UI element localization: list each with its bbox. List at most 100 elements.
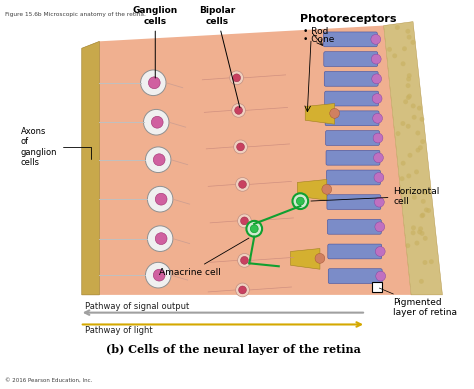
Circle shape xyxy=(392,53,397,58)
Bar xyxy=(372,282,382,292)
Circle shape xyxy=(420,213,425,217)
Circle shape xyxy=(147,186,173,212)
Circle shape xyxy=(148,77,160,89)
Circle shape xyxy=(423,236,428,241)
Circle shape xyxy=(419,213,424,218)
Circle shape xyxy=(155,233,167,245)
Circle shape xyxy=(155,193,167,205)
FancyBboxPatch shape xyxy=(327,170,380,185)
Circle shape xyxy=(417,230,422,235)
Polygon shape xyxy=(82,41,100,295)
FancyBboxPatch shape xyxy=(325,111,379,126)
Text: Pigmented
layer of retina: Pigmented layer of retina xyxy=(379,288,457,317)
Circle shape xyxy=(412,115,417,120)
Circle shape xyxy=(374,197,384,207)
Circle shape xyxy=(414,241,419,245)
Text: • Cone: • Cone xyxy=(303,35,335,44)
Circle shape xyxy=(246,221,262,237)
Circle shape xyxy=(424,207,429,212)
FancyBboxPatch shape xyxy=(328,219,381,234)
Circle shape xyxy=(410,40,415,45)
Circle shape xyxy=(426,208,431,213)
Circle shape xyxy=(416,148,420,152)
Circle shape xyxy=(406,95,411,100)
Circle shape xyxy=(419,231,425,236)
Circle shape xyxy=(408,153,412,158)
Circle shape xyxy=(373,113,383,123)
Circle shape xyxy=(407,35,411,40)
Circle shape xyxy=(237,214,251,228)
Text: Axons
of
ganglion
cells: Axons of ganglion cells xyxy=(21,127,91,167)
Circle shape xyxy=(234,140,247,154)
Circle shape xyxy=(403,99,408,104)
Circle shape xyxy=(235,107,243,114)
Circle shape xyxy=(151,116,163,128)
Text: Bipolar
cells: Bipolar cells xyxy=(199,6,240,108)
FancyBboxPatch shape xyxy=(328,244,382,259)
Circle shape xyxy=(238,180,246,188)
Circle shape xyxy=(395,25,400,30)
Circle shape xyxy=(406,77,411,82)
Circle shape xyxy=(419,117,424,122)
Circle shape xyxy=(375,222,385,232)
Circle shape xyxy=(401,161,406,166)
Circle shape xyxy=(146,147,171,173)
Circle shape xyxy=(236,177,249,191)
Text: Ganglion
cells: Ganglion cells xyxy=(133,6,178,78)
Circle shape xyxy=(402,46,407,51)
Circle shape xyxy=(153,154,165,166)
Circle shape xyxy=(141,70,166,96)
Circle shape xyxy=(429,259,434,264)
Circle shape xyxy=(296,197,304,205)
Circle shape xyxy=(237,143,245,151)
Circle shape xyxy=(144,109,169,135)
Circle shape xyxy=(412,195,417,200)
Circle shape xyxy=(371,54,381,64)
Text: Horizontal
cell: Horizontal cell xyxy=(311,186,440,206)
FancyBboxPatch shape xyxy=(323,32,377,47)
Text: Photoreceptors: Photoreceptors xyxy=(301,14,397,24)
Circle shape xyxy=(411,103,416,109)
Circle shape xyxy=(375,247,385,256)
FancyBboxPatch shape xyxy=(324,52,378,67)
Circle shape xyxy=(411,225,416,230)
Circle shape xyxy=(405,29,410,34)
Circle shape xyxy=(417,106,422,110)
Text: Figure 15.6b Microscopic anatomy of the retina.: Figure 15.6b Microscopic anatomy of the … xyxy=(5,12,146,17)
Circle shape xyxy=(401,121,405,126)
Circle shape xyxy=(414,170,419,174)
Polygon shape xyxy=(291,249,320,269)
Text: Pathway of signal output: Pathway of signal output xyxy=(85,301,189,311)
Circle shape xyxy=(395,131,401,136)
Circle shape xyxy=(406,173,411,179)
Circle shape xyxy=(406,124,410,129)
Circle shape xyxy=(374,153,383,163)
Circle shape xyxy=(400,176,404,181)
Text: Pathway of light: Pathway of light xyxy=(85,326,152,335)
Circle shape xyxy=(373,133,383,143)
FancyBboxPatch shape xyxy=(324,72,378,86)
Circle shape xyxy=(236,283,249,297)
Polygon shape xyxy=(100,26,411,295)
Circle shape xyxy=(374,173,384,182)
Circle shape xyxy=(418,145,423,150)
Circle shape xyxy=(146,262,171,288)
Text: © 2016 Pearson Education, Inc.: © 2016 Pearson Education, Inc. xyxy=(5,378,93,383)
Circle shape xyxy=(420,139,425,144)
Polygon shape xyxy=(297,179,327,200)
Polygon shape xyxy=(305,103,335,124)
Circle shape xyxy=(405,189,410,194)
Circle shape xyxy=(240,217,248,225)
Text: (b) Cells of the neural layer of the retina: (b) Cells of the neural layer of the ret… xyxy=(106,344,361,355)
Circle shape xyxy=(400,190,404,194)
Circle shape xyxy=(423,190,428,195)
Circle shape xyxy=(240,256,248,264)
Circle shape xyxy=(387,47,392,52)
Circle shape xyxy=(372,74,382,84)
Circle shape xyxy=(421,199,426,204)
Text: Amacrine cell: Amacrine cell xyxy=(159,238,249,277)
Circle shape xyxy=(153,269,165,281)
Circle shape xyxy=(250,225,258,233)
Circle shape xyxy=(322,184,332,194)
Circle shape xyxy=(418,226,423,231)
